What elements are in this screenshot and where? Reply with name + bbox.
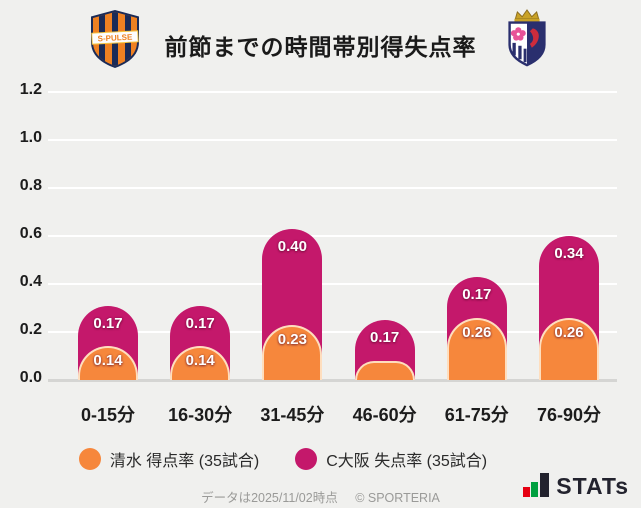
y-axis-label-0.8: 0.8 — [19, 177, 42, 194]
y-axis-label-0.0: 0.0 — [19, 369, 42, 386]
shimizu-value-label-2: 0.23 — [277, 331, 307, 348]
cosaka-value-label-0: 0.17 — [93, 315, 123, 332]
stats-logo-dark-bar-icon — [539, 473, 549, 497]
x-axis-label-5: 76-90分 — [536, 405, 602, 425]
shimizu-bar-segment-5 — [539, 318, 599, 380]
gridline-0.0 — [48, 379, 617, 382]
cosaka-value-label-1: 0.17 — [185, 315, 215, 332]
gridline-0.8 — [48, 187, 617, 189]
legend-item-cosaka: C大阪 失点率 (35試合) — [295, 447, 487, 471]
shimizu-value-label-4: 0.26 — [462, 324, 492, 341]
svg-text:S-PULSE: S-PULSE — [97, 33, 133, 44]
shimizu-bar-segment-3 — [354, 361, 415, 380]
legend-item-shimizu: 清水 得点率 (35試合) — [78, 447, 260, 471]
chart-title: 前節までの時間帯別得失点率 — [164, 34, 477, 60]
legend-label-shimizu: 清水 得点率 (35試合) — [109, 453, 260, 470]
x-axis-label-0: 0-15分 — [80, 405, 136, 425]
y-axis-label-1.0: 1.0 — [19, 129, 42, 146]
stats-logo-green-bar-icon — [531, 482, 539, 497]
cosaka-value-label-3: 0.17 — [369, 329, 400, 346]
legend-swatch-cosaka-magenta — [295, 448, 318, 470]
x-axis-label-3: 46-60分 — [352, 405, 417, 425]
cosaka-value-label-5: 0.34 — [554, 245, 584, 262]
x-axis-label-2: 31-45分 — [260, 405, 325, 425]
y-axis-label-1.2: 1.2 — [19, 81, 42, 98]
x-axis-label-1: 16-30分 — [168, 405, 233, 425]
shimizu-value-label-5: 0.26 — [554, 324, 584, 341]
shimizu-value-label-0: 0.14 — [93, 352, 123, 369]
copyright-text: © SPORTERIA — [355, 491, 440, 505]
stats-logo-wordmark: STATs — [556, 473, 629, 499]
cosaka-value-label-4: 0.17 — [462, 286, 492, 303]
legend-label-cosaka: C大阪 失点率 (35試合) — [326, 453, 488, 470]
sporteria-stats-logo: STATs — [522, 473, 629, 499]
gridline-0.4 — [48, 283, 617, 285]
y-axis-label-0.2: 0.2 — [19, 321, 42, 338]
y-axis-label-0.4: 0.4 — [19, 273, 42, 290]
cosaka-value-label-2: 0.40 — [277, 238, 307, 255]
legend: 清水 得点率 (35試合) C大阪 失点率 (35試合) — [0, 447, 566, 471]
gridline-0.6 — [48, 235, 617, 237]
shimizu-value-label-1: 0.14 — [185, 352, 215, 369]
gridline-1.2 — [48, 91, 617, 93]
shimizu-s-pulse-logo: S-PULSE — [91, 10, 139, 68]
data-date-note: データは2025/11/02時点 — [201, 491, 338, 505]
y-axis-label-0.6: 0.6 — [19, 225, 42, 242]
shimizu-bar-segment-2 — [262, 325, 323, 380]
footer-note: データは2025/11/02時点 © SPORTERIA — [0, 487, 641, 506]
gridline-0.2 — [48, 331, 617, 333]
stats-logo-red-bar-icon — [522, 487, 530, 497]
cerezo-osaka-logo — [508, 9, 546, 67]
x-axis-label-4: 61-75分 — [444, 405, 509, 425]
gridline-1.0 — [48, 139, 617, 141]
shimizu-bar-segment-4 — [446, 318, 507, 380]
legend-swatch-shimizu-orange — [78, 448, 101, 470]
